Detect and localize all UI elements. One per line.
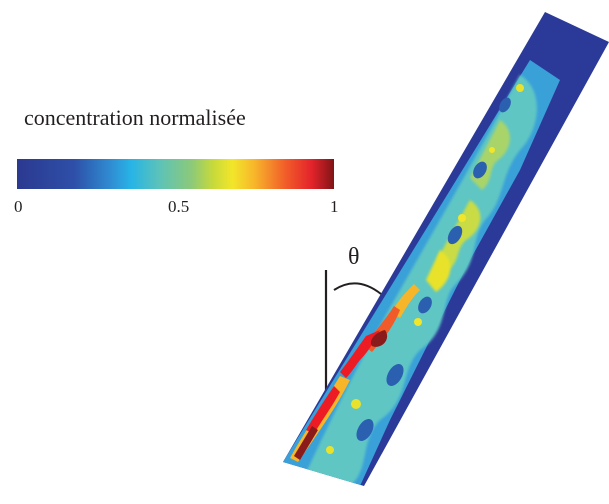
channel (283, 12, 609, 486)
colorbar-tick-1: 1 (330, 197, 339, 216)
concentration-field (283, 60, 560, 486)
colorbar (17, 159, 334, 189)
colorbar-tick-0: 0 (14, 197, 23, 216)
colorbar-title: concentration normalisée (24, 105, 246, 130)
angle-arc (333, 282, 382, 295)
colorbar-tick-0.5: 0.5 (168, 197, 189, 216)
angle-label-theta: θ (348, 244, 360, 270)
